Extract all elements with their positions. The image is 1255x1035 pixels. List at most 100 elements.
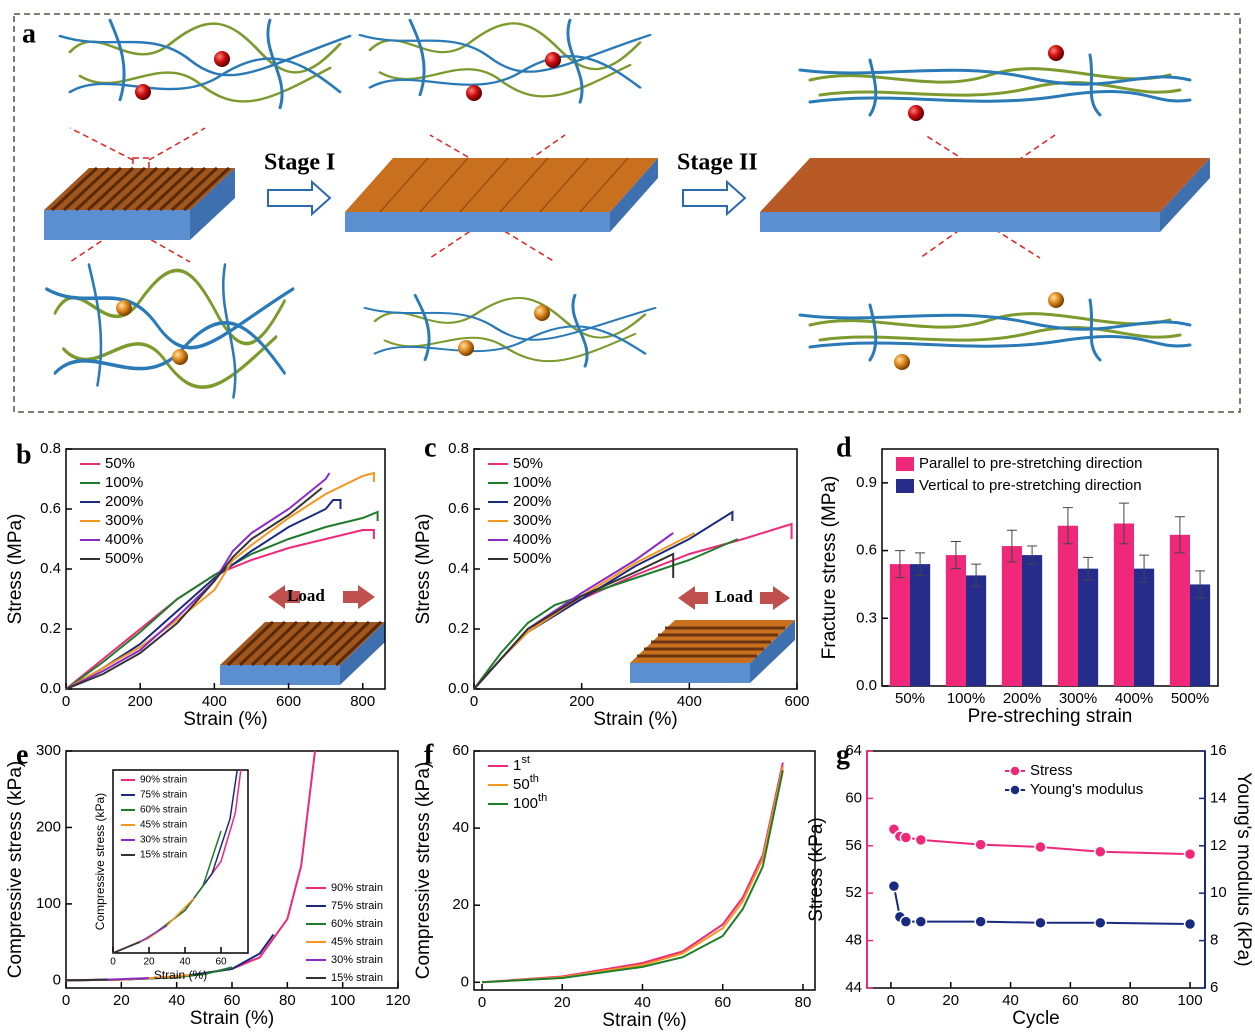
stage-label: Stage II xyxy=(677,150,758,176)
y-tick-label: 0.6 xyxy=(448,500,469,517)
y2-tick-label: 8 xyxy=(1210,932,1218,949)
x-axis-label: Strain (%) xyxy=(602,1010,686,1031)
arrow xyxy=(683,182,745,214)
y-axis-label: Stress (MPa) xyxy=(413,514,434,625)
x-tick-label: 400 xyxy=(677,693,702,710)
figure: a xyxy=(0,0,1255,1035)
y-tick-label: 0.6 xyxy=(40,500,61,517)
stage-label: Stage I xyxy=(264,150,335,176)
ball xyxy=(908,105,924,121)
y2-tick-label: 12 xyxy=(1210,837,1227,854)
legend-label: Stress xyxy=(1030,762,1073,779)
legend-label: 60% strain xyxy=(331,918,383,930)
x-tick-label: 200 xyxy=(128,693,153,710)
ball xyxy=(894,354,910,370)
bar xyxy=(1134,569,1154,686)
panel-label: a xyxy=(22,18,36,49)
y-tick-label: 52 xyxy=(845,884,862,901)
legend-label: 300% xyxy=(105,512,143,529)
y-tick-label: 0.2 xyxy=(448,620,469,637)
y-tick-label: 0.8 xyxy=(448,440,469,457)
marker xyxy=(888,881,899,892)
y-axis-label: Stress (kPa) xyxy=(806,817,827,922)
y-tick-label: 56 xyxy=(845,837,862,854)
marker xyxy=(900,832,911,843)
x-tick-label: 80 xyxy=(1122,992,1139,1009)
y-tick-label: 0.0 xyxy=(448,680,469,697)
marker xyxy=(1185,849,1196,860)
legend-label: 15% strain xyxy=(140,850,187,861)
legend-label: 30% strain xyxy=(140,835,187,846)
y-tick-label: 300 xyxy=(36,742,61,759)
y-axis-label: Compressive stress (kPa) xyxy=(413,762,434,980)
ball xyxy=(466,85,482,101)
x-tick-label: 40 xyxy=(168,992,185,1009)
network xyxy=(47,265,294,397)
panel-label: d xyxy=(836,432,852,463)
panel-label: c xyxy=(424,432,436,463)
bar xyxy=(1058,526,1078,686)
legend-label: 90% strain xyxy=(331,882,383,894)
x-tick-label: 100 xyxy=(330,992,355,1009)
load-sample xyxy=(630,586,795,683)
legend-label: 50% xyxy=(105,455,135,472)
bar xyxy=(946,555,966,686)
legend-label: 500% xyxy=(105,550,143,567)
legend-label: 1st xyxy=(513,754,530,774)
ball xyxy=(116,300,132,316)
y-tick-label: 20 xyxy=(452,896,469,913)
x-tick-label: 400% xyxy=(1115,690,1153,707)
bar xyxy=(1022,555,1042,686)
bar xyxy=(1170,535,1190,686)
x-tick-label: 60 xyxy=(215,957,227,968)
annotation: Load xyxy=(715,587,753,606)
x-tick-label: 500% xyxy=(1171,690,1209,707)
y2-tick-label: 14 xyxy=(1210,789,1227,806)
x-axis-label: Strain (%) xyxy=(183,709,267,730)
x-tick-label: 200 xyxy=(569,693,594,710)
marker xyxy=(915,834,926,845)
network xyxy=(60,20,350,108)
marker xyxy=(1035,917,1046,928)
bar xyxy=(1190,584,1210,686)
panel-label: b xyxy=(16,439,32,470)
x-tick-label: 400 xyxy=(202,693,227,710)
x-tick-label: 100% xyxy=(947,690,985,707)
marker xyxy=(1095,917,1106,928)
x-tick-label: 0 xyxy=(470,693,478,710)
y-axis-label: Stress (MPa) xyxy=(5,514,26,625)
legend-marker xyxy=(1010,766,1020,776)
bar xyxy=(1002,546,1022,686)
annotation: Load xyxy=(287,586,325,605)
legend-label: Young's modulus xyxy=(1030,781,1143,798)
y-tick-label: 0.4 xyxy=(448,560,469,577)
y-tick-label: 60 xyxy=(452,742,469,759)
x-axis-label: Cycle xyxy=(1012,1008,1060,1029)
legend-label: 400% xyxy=(513,531,551,548)
y-axis-label: Compressive stress (kPa) xyxy=(5,761,26,979)
slab xyxy=(760,158,1210,232)
network xyxy=(800,55,1190,115)
y-tick-label: 0.8 xyxy=(40,440,61,457)
legend-label: 30% strain xyxy=(331,954,383,966)
legend-label: 90% strain xyxy=(140,775,187,786)
x-tick-label: 80 xyxy=(279,992,296,1009)
slab xyxy=(44,168,235,240)
x-tick-label: 0 xyxy=(62,693,70,710)
x-tick-label: 20 xyxy=(554,994,571,1011)
y-tick-label: 40 xyxy=(452,819,469,836)
x-tick-label: 100 xyxy=(1178,992,1203,1009)
y-tick-label: 0.0 xyxy=(40,680,61,697)
ball xyxy=(214,51,230,67)
marker xyxy=(1185,919,1196,930)
y-tick-label: 0.2 xyxy=(40,620,61,637)
x-axis-label: Pre-streching strain xyxy=(968,706,1133,727)
legend-swatch xyxy=(896,479,914,493)
y-tick-label: 64 xyxy=(845,742,862,759)
y-tick-label: 0.9 xyxy=(856,474,877,491)
slab xyxy=(345,158,658,232)
x-tick-label: 20 xyxy=(143,957,155,968)
legend-label: 75% strain xyxy=(140,790,187,801)
legend-label: 45% strain xyxy=(140,820,187,831)
line xyxy=(66,980,108,981)
